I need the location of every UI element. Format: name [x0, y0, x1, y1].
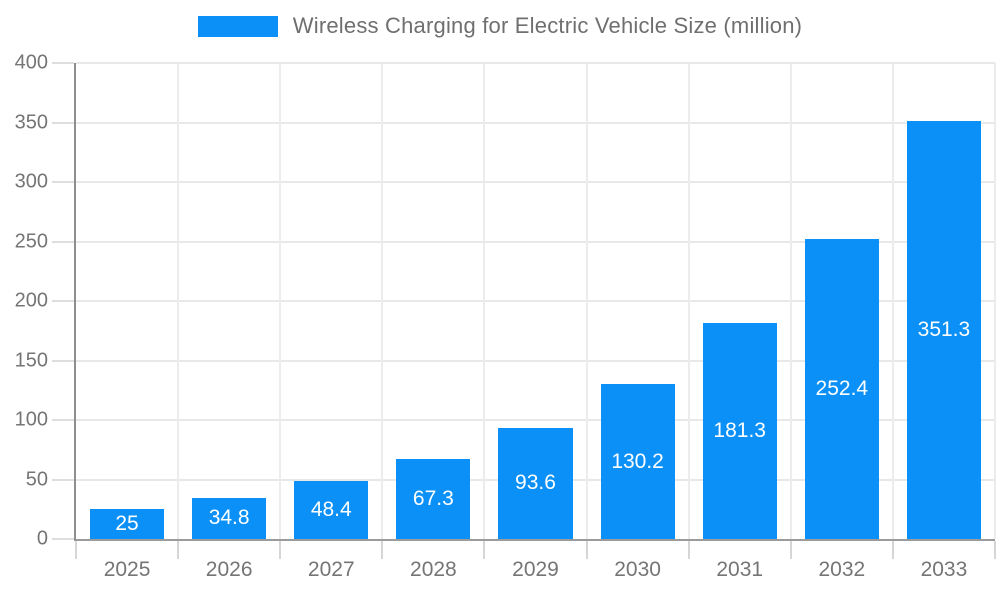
x-gridline — [585, 63, 588, 539]
x-axis-label: 2029 — [512, 558, 559, 581]
y-tick — [52, 121, 74, 124]
y-axis-label: 350 — [14, 111, 48, 133]
y-axis-label: 200 — [14, 289, 48, 312]
x-axis-label: 2030 — [614, 558, 661, 581]
y-gridline — [76, 121, 995, 124]
y-gridline — [76, 300, 995, 302]
x-tick — [483, 541, 486, 559]
y-axis-label: 150 — [14, 349, 48, 371]
x-axis-label: 2026 — [205, 558, 253, 581]
y-tick — [52, 181, 74, 183]
y-gridline — [76, 240, 995, 243]
bar-value-label: 351.3 — [917, 317, 971, 341]
x-tick — [994, 541, 996, 559]
bar-value-label: 48.4 — [310, 498, 352, 522]
bar-2033[interactable]: 351.3 — [906, 120, 981, 539]
y-axis-label: 250 — [14, 230, 48, 252]
y-axis-label: 400 — [14, 51, 48, 74]
y-tick — [52, 419, 74, 421]
bar-value-label: 25 — [115, 512, 139, 536]
chart-title: Wireless Charging for Electric Vehicle S… — [292, 13, 803, 38]
y-tick — [52, 240, 74, 243]
x-tick — [585, 541, 588, 559]
y-gridline — [76, 181, 995, 183]
x-gridline — [687, 63, 690, 539]
bar-2028[interactable]: 67.3 — [396, 458, 471, 539]
y-gridline — [76, 419, 995, 421]
x-tick — [177, 541, 180, 559]
bar-2031[interactable]: 181.3 — [702, 323, 777, 539]
legend: Wireless Charging for Electric Vehicle S… — [0, 13, 1000, 39]
bar-2029[interactable]: 93.6 — [498, 427, 573, 539]
bar-value-label: 252.4 — [815, 376, 869, 400]
x-gridline — [789, 63, 792, 539]
plot-area: 0 50 100 150 200 250 300 350 400 2025 25 2026 34.8 20… — [15, 52, 996, 581]
x-axis-label: 2025 — [103, 558, 151, 581]
y-gridline — [76, 359, 995, 362]
bar-value-label: 130.2 — [611, 449, 664, 473]
x-tick — [75, 541, 77, 559]
x-tick — [687, 541, 690, 559]
bar-value-label: 181.3 — [713, 419, 766, 443]
bar-2026[interactable]: 34.8 — [192, 497, 267, 539]
x-gridline — [279, 63, 282, 539]
x-axis-label: 2033 — [920, 558, 968, 581]
x-gridline — [177, 63, 180, 539]
x-gridline — [381, 63, 384, 539]
y-tick — [52, 538, 74, 540]
x-tick — [891, 541, 894, 559]
x-tick — [279, 541, 282, 559]
x-axis-label: 2028 — [410, 558, 457, 581]
x-tick — [789, 541, 792, 559]
x-tick — [381, 541, 384, 559]
x-gridline — [483, 63, 486, 539]
bar-value-label: 93.6 — [515, 471, 556, 495]
y-axis-label: 0 — [36, 527, 48, 550]
bar-value-label: 34.8 — [208, 506, 250, 530]
y-axis-label: 100 — [14, 408, 48, 431]
x-axis-label: 2031 — [716, 558, 764, 581]
x-axis-label: 2032 — [818, 558, 866, 581]
y-tick — [52, 359, 74, 362]
x-gridline — [994, 63, 996, 539]
y-tick — [52, 478, 74, 481]
y-tick — [52, 300, 74, 302]
y-axis-label: 50 — [25, 468, 48, 490]
y-gridline — [76, 62, 995, 64]
bar-2032[interactable]: 252.4 — [804, 238, 879, 539]
y-tick — [52, 62, 74, 64]
bar-2025[interactable]: 25 — [90, 509, 165, 539]
x-axis-label: 2027 — [307, 558, 355, 581]
bar-value-label: 67.3 — [412, 486, 454, 510]
bar-2030[interactable]: 130.2 — [600, 384, 675, 539]
x-gridline — [891, 63, 894, 539]
bar-2027[interactable]: 48.4 — [294, 481, 369, 539]
legend-swatch[interactable] — [197, 15, 278, 37]
y-axis-label: 300 — [14, 170, 48, 193]
